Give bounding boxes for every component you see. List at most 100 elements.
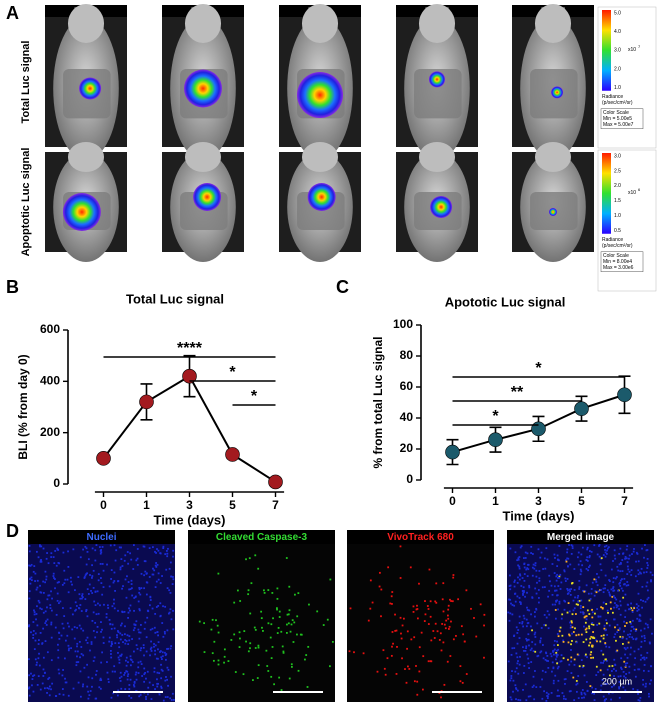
cell-signal	[71, 613, 74, 616]
cell-signal	[50, 621, 53, 624]
cell-signal	[63, 657, 66, 660]
cell-signal	[28, 564, 30, 567]
cell-signal	[626, 656, 629, 659]
cell-signal	[633, 663, 636, 666]
cell-signal	[640, 654, 643, 657]
cell-signal	[631, 625, 634, 628]
cell-signal	[144, 621, 147, 624]
cell-signal	[166, 648, 168, 650]
cell-signal	[528, 667, 530, 669]
cell-signal	[624, 557, 627, 560]
cell-signal	[33, 613, 36, 616]
cell-signal	[610, 670, 613, 672]
colorbar-tick: 5.0	[614, 10, 621, 16]
cell-signal	[100, 621, 102, 623]
cell-signal	[577, 654, 580, 657]
cell-signal	[285, 557, 288, 559]
cell-signal	[593, 637, 596, 640]
cell-signal	[539, 556, 542, 559]
cell-signal	[132, 684, 135, 686]
cell-signal	[578, 579, 581, 582]
cell-signal	[509, 574, 511, 577]
cell-signal	[633, 628, 635, 630]
cell-signal	[515, 687, 517, 689]
cell-signal	[434, 622, 437, 625]
cell-signal	[120, 687, 123, 690]
cell-signal	[28, 597, 31, 600]
cell-signal	[31, 684, 33, 687]
cell-signal	[630, 629, 633, 632]
cell-signal	[646, 567, 649, 569]
cell-signal	[126, 678, 129, 681]
cell-signal	[630, 622, 632, 625]
cell-signal	[66, 622, 69, 625]
cell-signal	[172, 555, 174, 558]
cell-signal	[637, 693, 639, 695]
cell-signal	[64, 677, 66, 680]
cell-signal	[642, 669, 645, 672]
cell-signal	[544, 624, 547, 627]
y-tick-label: 20	[400, 441, 414, 455]
cell-signal	[606, 668, 609, 671]
cell-signal	[595, 591, 598, 594]
cell-signal	[141, 675, 144, 677]
cell-signal	[166, 555, 169, 558]
cell-signal	[276, 632, 279, 634]
cell-signal	[81, 594, 83, 597]
cell-signal	[217, 572, 220, 575]
cell-signal	[424, 613, 427, 616]
cell-signal	[525, 637, 528, 640]
cell-signal	[81, 596, 84, 599]
cell-signal	[127, 616, 129, 619]
cell-signal	[111, 605, 114, 608]
cell-signal	[619, 604, 622, 607]
cell-signal	[575, 680, 578, 682]
cell-signal	[618, 563, 621, 566]
cell-signal	[617, 675, 620, 678]
cell-signal	[113, 607, 116, 610]
cell-signal	[593, 594, 596, 597]
cell-signal	[546, 610, 549, 613]
cell-signal	[645, 571, 648, 573]
cell-signal	[110, 569, 113, 571]
cell-signal	[79, 556, 82, 559]
cell-signal	[133, 597, 136, 599]
cell-signal	[613, 684, 615, 687]
cell-signal	[159, 651, 161, 653]
cell-signal	[121, 587, 123, 590]
cell-signal	[531, 574, 534, 577]
cell-signal	[32, 570, 35, 573]
cell-signal	[629, 608, 631, 610]
cell-signal	[522, 592, 524, 595]
cell-signal	[129, 588, 132, 591]
cell-signal	[353, 651, 355, 654]
cell-signal	[171, 583, 174, 585]
cell-signal	[51, 682, 54, 685]
cell-signal	[650, 580, 652, 583]
cell-signal	[550, 584, 553, 587]
cell-signal	[217, 663, 220, 666]
panel-label: B	[6, 277, 19, 297]
cell-signal	[67, 644, 70, 647]
cell-signal	[628, 665, 631, 668]
cell-signal	[433, 637, 436, 639]
cell-signal	[599, 689, 602, 692]
bioluminescence	[429, 71, 445, 88]
cell-signal	[130, 558, 133, 561]
cell-signal	[62, 693, 65, 696]
cell-signal	[526, 606, 528, 609]
cell-signal	[450, 620, 452, 623]
cell-signal	[117, 580, 120, 582]
cell-signal	[443, 683, 446, 686]
cell-signal	[621, 636, 624, 639]
y-tick-label: 60	[400, 379, 414, 393]
cell-signal	[632, 688, 635, 690]
cell-signal	[603, 699, 606, 702]
cell-signal	[644, 544, 646, 546]
cell-signal	[646, 598, 649, 601]
cell-signal	[92, 630, 95, 632]
mouse-head	[301, 4, 339, 43]
cell-signal	[166, 666, 169, 669]
cell-signal	[391, 591, 394, 593]
cell-signal	[585, 618, 588, 621]
